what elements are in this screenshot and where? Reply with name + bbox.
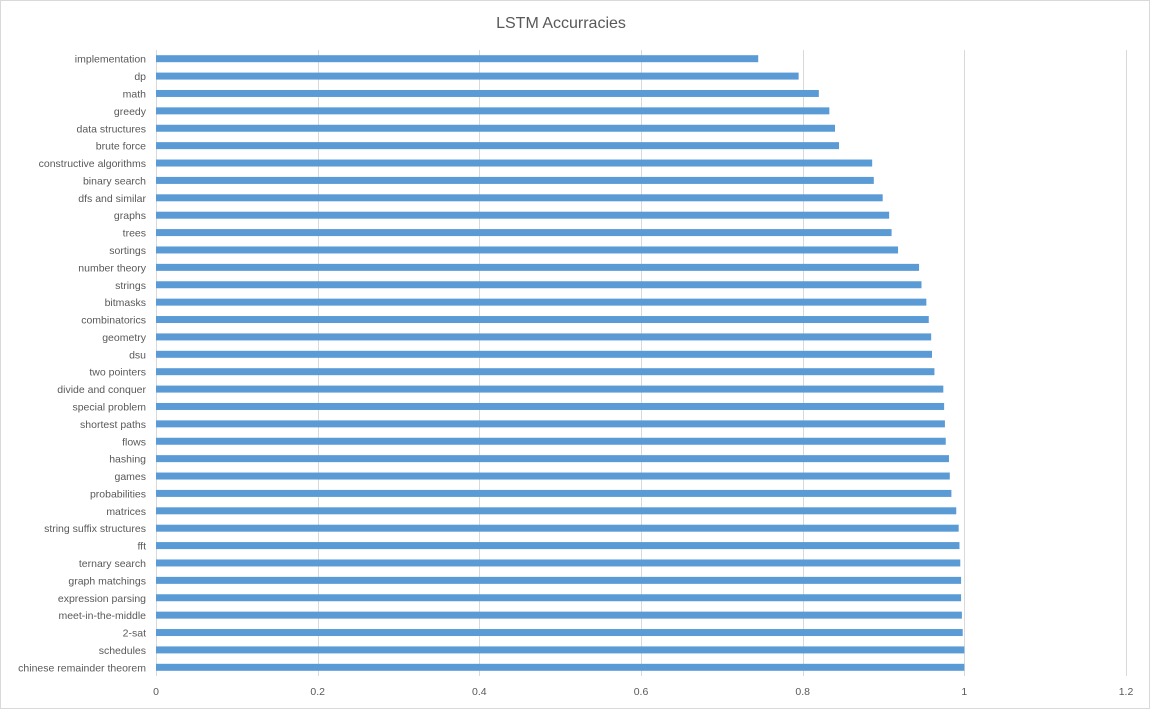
category-label: special problem (72, 401, 146, 413)
x-tick-label: 0.2 (310, 686, 325, 698)
bar (156, 194, 883, 202)
bar (156, 576, 962, 584)
category-label: brute force (96, 141, 146, 153)
bar-layer (156, 55, 965, 671)
category-label: strings (115, 280, 146, 292)
bar (156, 402, 945, 410)
bar (156, 350, 932, 358)
category-label: implementation (75, 54, 146, 66)
category-label: fft (137, 541, 146, 553)
category-label: dfs and similar (78, 193, 146, 205)
bar (156, 455, 949, 463)
x-tick-label: 1 (961, 686, 967, 698)
category-label: trees (123, 228, 146, 240)
category-label: matrices (106, 506, 146, 518)
bar (156, 107, 830, 115)
category-label: dsu (129, 349, 146, 361)
category-label: games (114, 471, 146, 483)
bar (156, 89, 819, 97)
x-tick-label: 0 (153, 686, 159, 698)
category-label: geometry (102, 332, 147, 344)
category-label: sortings (109, 245, 146, 257)
x-tick-label: 0.8 (795, 686, 810, 698)
bar (156, 542, 960, 550)
bar (156, 507, 957, 515)
category-label: math (123, 88, 147, 100)
bar (156, 594, 962, 602)
bar (156, 316, 929, 324)
bar (156, 211, 890, 219)
category-label: data structures (77, 123, 146, 135)
bar (156, 229, 892, 237)
bar (156, 559, 961, 567)
category-label: meet-in-the-middle (58, 610, 146, 622)
category-label-layer: implementation dp math greedy data structure… (18, 54, 147, 675)
bar (156, 437, 946, 445)
bar (156, 663, 965, 671)
bar (156, 368, 935, 376)
category-label: hashing (109, 454, 146, 466)
category-label: string suffix structures (44, 523, 146, 535)
category-label: shortest paths (80, 419, 146, 431)
bar (156, 159, 873, 167)
bar (156, 611, 962, 619)
category-label: constructive algorithms (39, 158, 146, 170)
category-label: two pointers (89, 367, 146, 379)
category-label: dp (134, 71, 146, 83)
category-label: number theory (78, 262, 146, 274)
category-label: expression parsing (58, 593, 146, 605)
bar (156, 55, 759, 63)
bar (156, 629, 963, 637)
category-label: flows (122, 436, 146, 448)
category-label: ternary search (79, 558, 146, 570)
category-label: probabilities (90, 488, 146, 500)
grid-layer (156, 50, 1127, 676)
bar (156, 472, 950, 480)
x-tick-label: 1.2 (1119, 686, 1134, 698)
tick-label-layer: 0 0.2 0.4 0.6 0.8 1 1.2 (153, 686, 1133, 698)
category-label: greedy (114, 106, 147, 118)
bar (156, 489, 952, 497)
bar (156, 385, 944, 393)
bar (156, 420, 945, 428)
bar (156, 281, 922, 289)
bar (156, 124, 835, 132)
category-label: schedules (99, 645, 146, 657)
bar (156, 646, 965, 654)
category-label: graphs (114, 210, 146, 222)
category-label: 2-sat (123, 628, 146, 640)
category-label: chinese remainder theorem (18, 662, 146, 674)
bar (156, 142, 840, 150)
bar (156, 263, 920, 271)
bar (156, 298, 927, 306)
category-label: bitmasks (105, 297, 146, 309)
category-label: graph matchings (68, 575, 146, 587)
bar (156, 246, 899, 254)
bar (156, 176, 874, 184)
category-label: divide and conquer (57, 384, 146, 396)
x-tick-label: 0.6 (634, 686, 649, 698)
chart-title: LSTM Accurracies (496, 15, 626, 32)
category-label: combinatorics (81, 315, 146, 327)
x-tick-label: 0.4 (472, 686, 487, 698)
bar (156, 72, 799, 80)
bar (156, 333, 932, 341)
category-label: binary search (83, 175, 146, 187)
bar (156, 524, 959, 532)
